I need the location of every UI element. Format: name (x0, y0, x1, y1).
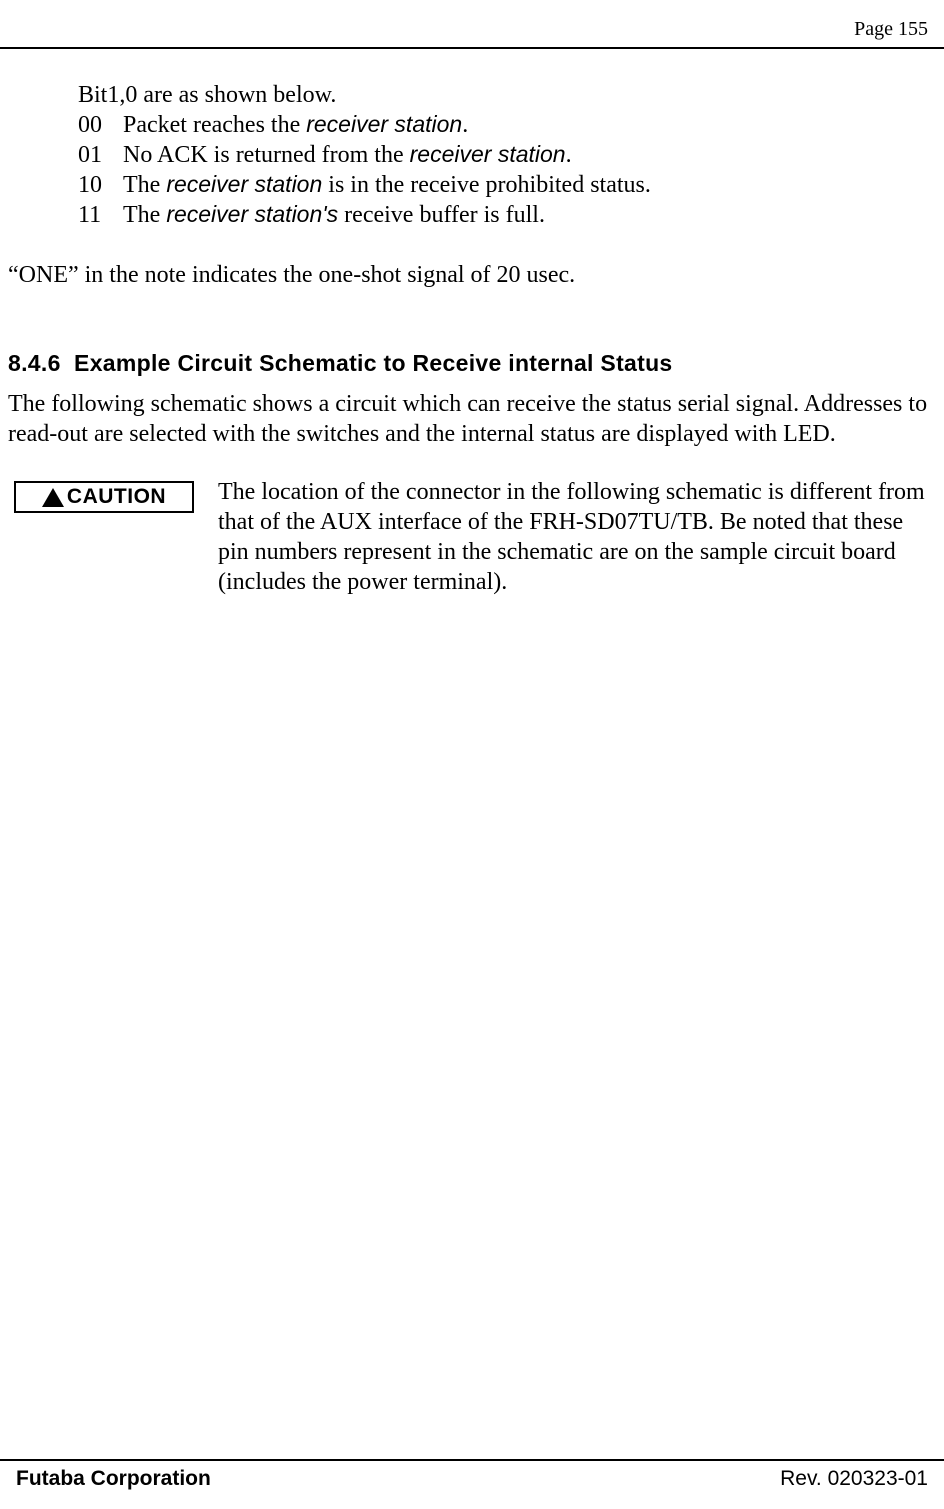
note-one: “ONE” in the note indicates the one-shot… (8, 260, 936, 290)
bit-desc-post: . (566, 142, 572, 168)
bit-description: The receiver station's receive buffer is… (123, 200, 936, 230)
page-footer: Futaba Corporation Rev. 020323-01 (0, 1459, 944, 1491)
section-body: The following schematic shows a circuit … (8, 389, 936, 449)
receiver-station-term: receiver station (166, 171, 322, 197)
receiver-station-term: receiver station's (166, 201, 338, 227)
footer-revision: Rev. 020323-01 (780, 1467, 928, 1491)
bit-code: 10 (78, 170, 123, 200)
caution-text: The location of the connector in the fol… (218, 477, 936, 597)
bit-desc-post: is in the receive prohibited status. (322, 172, 651, 198)
bit-list: 00 Packet reaches the receiver station. … (78, 110, 936, 230)
bit-desc-pre: The (123, 172, 166, 198)
bit-desc-pre: Packet reaches the (123, 112, 306, 138)
receiver-station-term: receiver station (410, 141, 566, 167)
bit-desc-post: receive buffer is full. (338, 202, 545, 228)
page-content: Bit1,0 are as shown below. 00 Packet rea… (6, 80, 938, 597)
page-header: Page 155 (0, 18, 944, 49)
section-heading: 8.4.6 Example Circuit Schematic to Recei… (8, 350, 936, 377)
bit-desc-post: . (462, 112, 468, 138)
bit-code: 01 (78, 140, 123, 170)
page-number-value: 155 (898, 18, 928, 40)
receiver-station-term: receiver station (306, 111, 462, 137)
bit-desc-pre: No ACK is returned from the (123, 142, 410, 168)
bit-desc-pre: The (123, 202, 166, 228)
section-number: 8.4.6 (8, 350, 61, 376)
caution-block: CAUTION The location of the connector in… (8, 477, 936, 597)
section-title: Example Circuit Schematic to Receive int… (74, 350, 672, 376)
bit-code: 11 (78, 200, 123, 230)
bit-description: Packet reaches the receiver station. (123, 110, 936, 140)
bit-row: 01 No ACK is returned from the receiver … (78, 140, 936, 170)
page-number: Page 155 (16, 18, 928, 41)
bit-description: No ACK is returned from the receiver sta… (123, 140, 936, 170)
bit-row: 00 Packet reaches the receiver station. (78, 110, 936, 140)
footer-company: Futaba Corporation (16, 1467, 211, 1491)
page-label: Page (854, 18, 893, 40)
page: Page 155 Bit1,0 are as shown below. 00 P… (0, 0, 944, 1509)
caution-label: CAUTION (67, 485, 166, 509)
bit-code: 00 (78, 110, 123, 140)
warning-triangle-icon (42, 488, 64, 507)
bit-description: The receiver station is in the receive p… (123, 170, 936, 200)
bit-intro: Bit1,0 are as shown below. (78, 80, 936, 110)
caution-badge: CAUTION (14, 481, 194, 513)
bit-row: 10 The receiver station is in the receiv… (78, 170, 936, 200)
bit-row: 11 The receiver station's receive buffer… (78, 200, 936, 230)
